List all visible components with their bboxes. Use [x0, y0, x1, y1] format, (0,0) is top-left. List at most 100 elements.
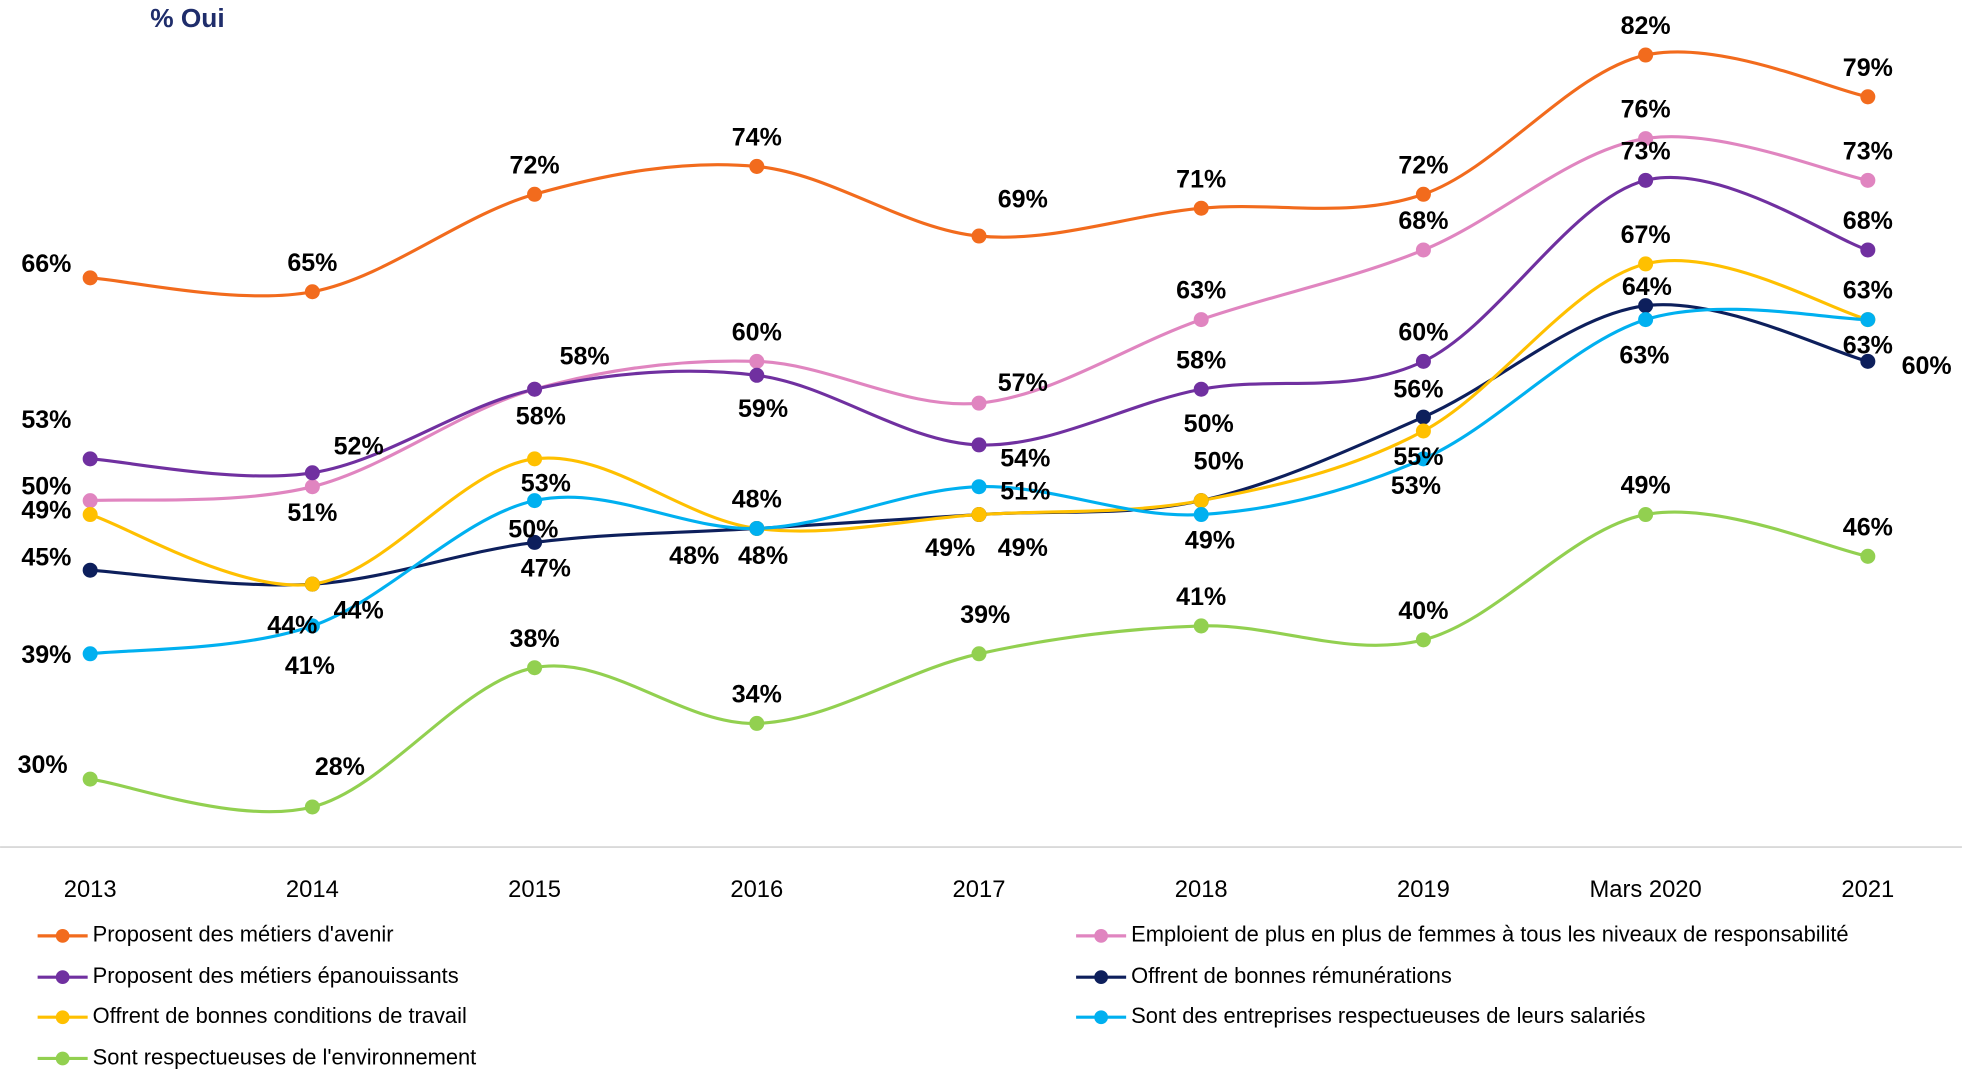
- data-point: [971, 479, 987, 495]
- legend-label: Sont respectueuses de l'environnement: [93, 1044, 477, 1069]
- data-label: 39%: [21, 641, 71, 669]
- data-point: [1860, 242, 1876, 258]
- data-label: 45%: [21, 544, 71, 572]
- data-point: [1638, 507, 1654, 523]
- data-label: 51%: [1000, 478, 1050, 506]
- data-label: 49%: [21, 497, 71, 525]
- data-point: [1638, 312, 1654, 328]
- data-point: [1860, 548, 1876, 564]
- data-label: 63%: [1843, 332, 1893, 360]
- data-label: 57%: [998, 369, 1048, 397]
- data-point: [82, 646, 98, 662]
- legend-label: Offrent de bonnes rémunérations: [1131, 963, 1452, 988]
- data-label: 34%: [732, 680, 782, 708]
- series-line: [90, 50, 1869, 298]
- data-label: 53%: [521, 470, 571, 498]
- data-label: 47%: [521, 555, 571, 583]
- data-label: 73%: [1843, 137, 1893, 165]
- data-point: [971, 507, 987, 523]
- data-label: 48%: [669, 542, 719, 570]
- data-label: 63%: [1176, 277, 1226, 305]
- data-label: 53%: [21, 406, 71, 434]
- data-label: 82%: [1621, 12, 1671, 40]
- data-label: 55%: [1393, 443, 1443, 471]
- data-label: 38%: [510, 625, 560, 653]
- data-label: 49%: [998, 534, 1048, 562]
- data-label: 44%: [267, 611, 317, 639]
- data-label: 30%: [18, 751, 68, 779]
- data-point: [1415, 242, 1431, 258]
- data-point: [749, 353, 765, 369]
- x-tick-label: 2018: [1175, 876, 1228, 903]
- chart-title: % Oui: [150, 3, 224, 33]
- data-label: 72%: [1398, 151, 1448, 179]
- series-line: [90, 175, 1869, 478]
- data-point: [1860, 353, 1876, 369]
- data-label: 71%: [1176, 165, 1226, 193]
- data-point: [1860, 89, 1876, 105]
- data-label: 48%: [732, 486, 782, 514]
- data-label: 48%: [738, 542, 788, 570]
- data-point: [971, 228, 987, 244]
- data-point: [1415, 632, 1431, 648]
- data-point: [527, 186, 543, 202]
- legend-marker: [55, 970, 70, 985]
- x-tick-label: 2015: [508, 876, 561, 903]
- data-point: [82, 771, 98, 787]
- data-label: 54%: [1000, 445, 1050, 473]
- data-point: [1860, 172, 1876, 188]
- data-point: [527, 660, 543, 676]
- data-point: [82, 270, 98, 286]
- data-point: [971, 395, 987, 411]
- legend-label: Offrent de bonnes conditions de travail: [93, 1003, 467, 1028]
- legend-marker: [55, 1051, 70, 1066]
- data-label: 53%: [1391, 472, 1441, 500]
- data-label: 56%: [1393, 375, 1443, 403]
- data-point: [304, 618, 320, 634]
- data-point: [304, 465, 320, 481]
- data-label: 50%: [1184, 410, 1234, 438]
- data-point: [971, 437, 987, 453]
- data-point: [1193, 493, 1209, 509]
- data-point: [1415, 186, 1431, 202]
- data-label: 58%: [560, 343, 610, 371]
- data-point: [1193, 618, 1209, 634]
- data-label: 73%: [1621, 137, 1671, 165]
- data-label: 28%: [315, 753, 365, 781]
- data-point: [1193, 200, 1209, 216]
- data-point: [527, 493, 543, 509]
- x-tick-label: 2016: [730, 876, 783, 903]
- data-point: [749, 158, 765, 174]
- data-label: 74%: [732, 124, 782, 152]
- data-label: 50%: [508, 515, 558, 543]
- series-line: [89, 259, 1869, 587]
- data-point: [749, 367, 765, 383]
- data-point: [1860, 312, 1876, 328]
- data-label: 49%: [1185, 527, 1235, 555]
- data-label: 64%: [1622, 273, 1672, 301]
- legend-marker: [1094, 928, 1108, 943]
- data-point: [527, 451, 543, 467]
- data-point: [1415, 423, 1431, 439]
- data-label: 65%: [287, 249, 337, 277]
- data-label: 51%: [287, 499, 337, 527]
- legend-label: Emploient de plus en plus de femmes à to…: [1131, 922, 1848, 947]
- x-tick-label: 2021: [1841, 876, 1894, 903]
- data-label: 60%: [1398, 318, 1448, 346]
- data-point: [527, 381, 543, 397]
- data-label: 40%: [1398, 597, 1448, 625]
- data-point: [304, 284, 320, 300]
- data-point: [527, 534, 543, 550]
- legend-marker: [1094, 970, 1108, 985]
- data-point: [1193, 507, 1209, 523]
- data-point: [1415, 451, 1431, 467]
- data-point: [1193, 381, 1209, 397]
- data-label: 41%: [285, 652, 335, 680]
- data-point: [1638, 256, 1654, 272]
- data-point: [304, 799, 320, 815]
- legend-marker: [55, 1010, 70, 1025]
- data-label: 72%: [510, 151, 560, 179]
- data-label: 50%: [1194, 448, 1244, 476]
- legend-label: Proposent des métiers épanouissants: [93, 963, 459, 988]
- data-label: 60%: [1902, 352, 1952, 380]
